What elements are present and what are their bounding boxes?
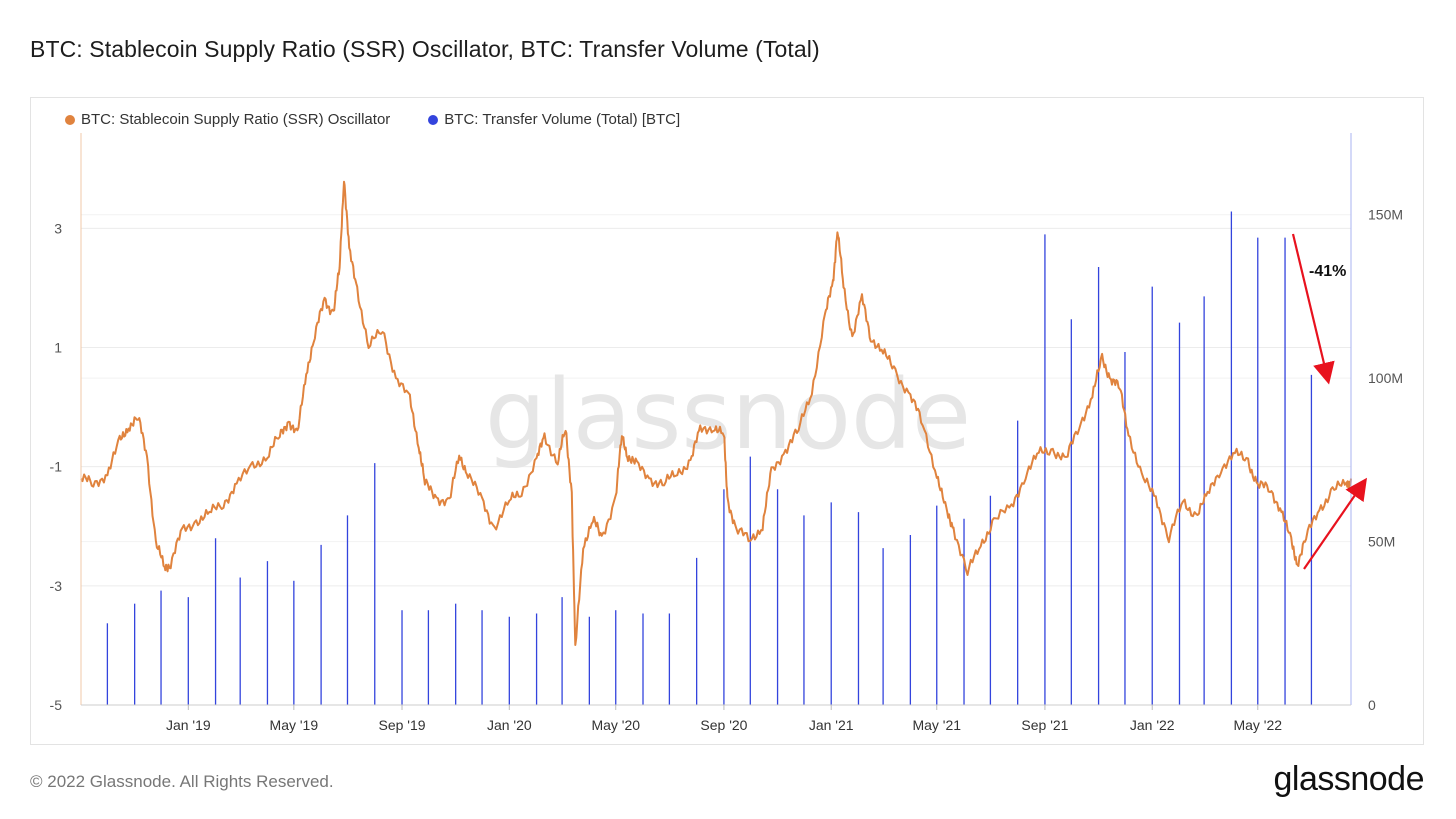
legend-dot-volume <box>428 114 439 125</box>
legend-dot-ssr <box>65 114 75 125</box>
y-right-tick-label: 150M <box>1368 207 1403 223</box>
chart-panel <box>30 97 1424 745</box>
y-left-tick-label: -5 <box>50 697 63 713</box>
x-tick-label: May '22 <box>1233 717 1282 733</box>
legend-label-ssr: BTC: Stablecoin Supply Ratio (SSR) Oscil… <box>81 111 391 128</box>
annotations: -41% <box>1291 233 1368 570</box>
annotation-label: -41% <box>1309 263 1346 280</box>
x-tick-label: Jan '22 <box>1130 717 1175 733</box>
ssr-line <box>80 180 1352 646</box>
legend: BTC: Stablecoin Supply Ratio (SSR) Oscil… <box>65 111 680 128</box>
legend-item-volume[interactable]: BTC: Transfer Volume (Total) [BTC] <box>428 111 680 128</box>
volume-bars <box>106 211 1313 705</box>
y-right-tick-label: 100M <box>1368 370 1403 386</box>
x-tick-label: Jan '19 <box>166 717 211 733</box>
legend-label-volume: BTC: Transfer Volume (Total) [BTC] <box>444 111 681 128</box>
y-right-tick-label: 0 <box>1368 697 1376 713</box>
x-tick-label: May '21 <box>912 717 961 733</box>
y-left-tick-label: 3 <box>54 220 62 236</box>
ssr-series-line <box>80 180 1352 646</box>
x-tick-label: Jan '20 <box>487 717 532 733</box>
x-tick-label: Sep '20 <box>700 717 747 733</box>
axes: 3 1 -1 -3 -5 150M 100M 50M 0 Jan '19 May '19 Sep '1… <box>50 133 1403 733</box>
y-left-tick-label: -1 <box>50 459 63 475</box>
x-tick-label: Sep '19 <box>378 717 425 733</box>
copyright: © 2022 Glassnode. All Rights Reserved. <box>30 772 334 791</box>
x-tick-label: May '19 <box>270 717 319 733</box>
watermark: glassnode <box>485 359 971 471</box>
x-tick-label: Sep '21 <box>1021 717 1068 733</box>
glassnode-logo: glassnode <box>1273 760 1424 798</box>
chart-title: BTC: Stablecoin Supply Ratio (SSR) Oscil… <box>30 36 820 62</box>
x-tick-label: Jan '21 <box>809 717 854 733</box>
y-left-tick-label: -3 <box>50 578 63 594</box>
y-left-tick-label: 1 <box>54 340 62 356</box>
x-tick-label: May '20 <box>591 717 640 733</box>
y-right-tick-label: 50M <box>1368 534 1395 550</box>
legend-item-ssr[interactable]: BTC: Stablecoin Supply Ratio (SSR) Oscil… <box>65 111 390 128</box>
arrow-down <box>1291 233 1335 385</box>
arrow-up <box>1303 477 1368 570</box>
